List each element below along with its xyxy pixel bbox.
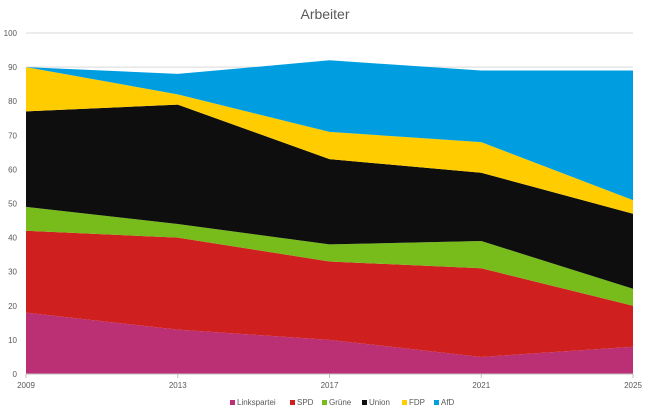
chart-title: Arbeiter [300, 6, 349, 22]
y-tick-label: 100 [4, 29, 18, 38]
legend-label: FDP [409, 398, 425, 407]
y-tick-label: 50 [8, 200, 17, 209]
legend-swatch [230, 400, 235, 405]
area-union [26, 104, 633, 289]
y-tick-label: 0 [13, 370, 18, 379]
area-fdp [26, 67, 633, 214]
y-tick-label: 20 [8, 302, 17, 311]
area-grüne [26, 206, 633, 306]
y-tick-label: 10 [8, 336, 17, 345]
area-afd [26, 60, 633, 201]
y-tick-label: 80 [8, 97, 17, 106]
y-tick-label: 70 [8, 131, 17, 140]
x-tick-label: 2021 [472, 381, 490, 390]
area-linkspartei [26, 312, 633, 374]
y-tick-label: 40 [8, 234, 17, 243]
legend-label: Grüne [329, 398, 352, 407]
x-tick-label: 2009 [17, 381, 35, 390]
legend-label: SPD [297, 398, 314, 407]
x-tick-label: 2013 [169, 381, 187, 390]
legend-swatch [290, 400, 295, 405]
legend-swatch [434, 400, 439, 405]
legend-swatch [322, 400, 327, 405]
y-tick-label: 30 [8, 268, 17, 277]
legend-swatch [362, 400, 367, 405]
y-tick-label: 90 [8, 63, 17, 72]
y-tick-label: 60 [8, 165, 17, 174]
legend-swatch [402, 400, 407, 405]
legend-label: Union [369, 398, 390, 407]
x-tick-label: 2025 [624, 381, 642, 390]
area-spd [26, 230, 633, 357]
x-tick-label: 2017 [321, 381, 339, 390]
legend-label: Linkspartei [237, 398, 276, 407]
legend-label: AfD [441, 398, 455, 407]
